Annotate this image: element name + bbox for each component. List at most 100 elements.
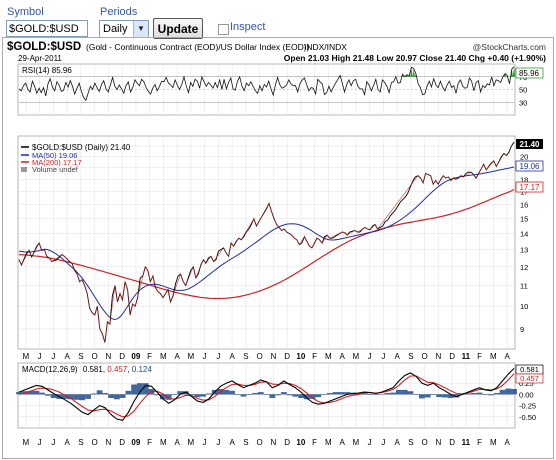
macd-legend-prefix: MACD(12,26,9) — [22, 365, 78, 374]
macd-histogram-bar — [131, 384, 137, 395]
macd-histogram-bar — [298, 394, 304, 398]
macd-histogram-bar — [33, 390, 40, 395]
x-tick-label: N — [105, 438, 111, 447]
chart-symbol: $GOLD:$USD — [7, 41, 81, 53]
macd-histogram-bar — [436, 394, 443, 398]
macd-histogram-bar — [499, 389, 506, 395]
macd-tick-label: -0.25 — [519, 402, 536, 411]
price-panel: 2120191817161514131211109 $GOLD:$USD (Da… — [17, 135, 544, 350]
macd-histogram-bar — [240, 394, 247, 397]
x-tick-label: F — [147, 438, 152, 447]
macd-histogram-bar — [229, 390, 235, 395]
macd-histogram-bar — [511, 389, 517, 395]
macd-histogram-bar — [453, 394, 460, 398]
x-tick-label: M — [353, 352, 360, 361]
macd-histogram-bar — [160, 394, 166, 400]
legend-price: $GOLD:$USD (Daily) 21.40 — [32, 143, 131, 152]
macd-legend-sep2: , — [127, 365, 131, 374]
macd-histogram-bar — [200, 394, 207, 397]
x-tick-label: S — [243, 438, 248, 447]
macd-histogram-bar — [90, 393, 97, 395]
signal-current-value: 0.457 — [520, 374, 539, 383]
symbol-input[interactable] — [6, 20, 88, 37]
x-tick-label: A — [64, 438, 70, 447]
macd-histogram-bar — [252, 393, 258, 395]
price-tick-label: 10 — [520, 302, 528, 311]
x-tick-label: M — [353, 438, 360, 447]
chevron-down-icon[interactable]: ▼ — [133, 21, 148, 37]
macd-legend: MACD(12,26,9) 0.581, 0.457, 0.124 — [22, 365, 152, 374]
x-tick-label: F — [147, 352, 152, 361]
period-select[interactable]: Daily ▼ — [99, 20, 149, 38]
x-tick-label: S — [78, 438, 83, 447]
macd-histogram-bar — [470, 393, 477, 395]
macd-histogram-bar — [188, 394, 195, 396]
macd-histogram-bar — [447, 394, 454, 398]
x-tick-label: M — [325, 352, 332, 361]
x-tick-label: J — [381, 438, 385, 447]
ma50-current-value: 19.06 — [519, 162, 540, 171]
macd-histogram-bar — [62, 394, 68, 399]
macd-histogram-bar — [344, 392, 350, 395]
macd-histogram-bar — [292, 394, 299, 397]
x-tick-label: A — [394, 352, 400, 361]
x-tick-label: J — [203, 438, 207, 447]
signal-value-box — [515, 373, 544, 384]
price-tick-label: 15 — [520, 215, 528, 224]
macd-histogram-bar — [142, 383, 149, 395]
x-tick-label: M — [23, 352, 30, 361]
x-tick-label: D — [119, 352, 125, 361]
x-tick-label: M — [23, 438, 30, 447]
x-tick-label: 10 — [296, 438, 305, 447]
macd-histogram-bar — [332, 392, 339, 395]
macd-histogram-bar — [137, 383, 143, 395]
macd-current-value: 0.581 — [520, 365, 539, 374]
chart-ohlc: Open 21.03 High 21.48 Low 20.97 Close 21… — [284, 53, 546, 63]
x-tick-label: A — [339, 438, 345, 447]
macd-histogram-bar — [125, 390, 132, 395]
x-tick-label: M — [490, 352, 497, 361]
update-button[interactable]: Update — [153, 18, 203, 39]
inspect-label: Inspect — [230, 21, 266, 33]
x-tick-label: J — [216, 352, 220, 361]
macd-legend-macd: 0.581 — [83, 365, 104, 374]
macd-legend-hist: 0.124 — [132, 365, 153, 374]
x-tick-label: J — [368, 438, 372, 447]
macd-histogram-bar — [108, 394, 114, 398]
price-tick-label: 12 — [520, 263, 528, 272]
x-tick-label: O — [422, 438, 428, 447]
macd-histogram — [16, 383, 517, 401]
macd-histogram-bar — [44, 394, 51, 396]
legend-swatch-volume — [21, 167, 27, 172]
period-value: Daily — [103, 23, 128, 35]
macd-histogram-bar — [315, 394, 322, 398]
x-tick-label: M — [325, 438, 332, 447]
chart-exchange: INDX/INDX — [304, 42, 347, 52]
rsi-current-value: 85.96 — [519, 69, 540, 78]
x-tick-label: F — [477, 352, 482, 361]
macd-histogram-bar — [102, 393, 109, 395]
x-tick-label: D — [449, 352, 455, 361]
macd-histogram-bar — [309, 394, 316, 399]
macd-histogram-bar — [39, 392, 45, 395]
x-tick-label: 11 — [462, 352, 471, 361]
macd-histogram-bar — [246, 394, 253, 395]
rsi-tick-label: 30 — [519, 98, 527, 107]
macd-histogram-bar — [321, 394, 327, 395]
macd-histogram-bar — [326, 393, 333, 395]
price-value-box — [516, 139, 543, 149]
x-tick-label: O — [257, 352, 263, 361]
x-tick-label: A — [64, 352, 70, 361]
macd-tick-label: 0.25 — [519, 379, 534, 388]
macd-histogram-bar — [27, 390, 34, 395]
x-tick-label: A — [504, 352, 510, 361]
macd-histogram-bar — [407, 391, 414, 395]
macd-histogram-bar — [482, 394, 489, 395]
macd-histogram-bar — [338, 392, 345, 395]
x-axis-labels-top: M J J A S O N D 09 F M A M J J A S O N D 10 F M A M J J A S O N D 11 F M A — [23, 352, 511, 361]
macd-histogram-bar — [488, 394, 494, 396]
inspect-checkbox[interactable] — [218, 24, 229, 35]
macd-legend-signal: 0.457 — [107, 365, 128, 374]
price-tick-label: 18 — [520, 175, 528, 184]
